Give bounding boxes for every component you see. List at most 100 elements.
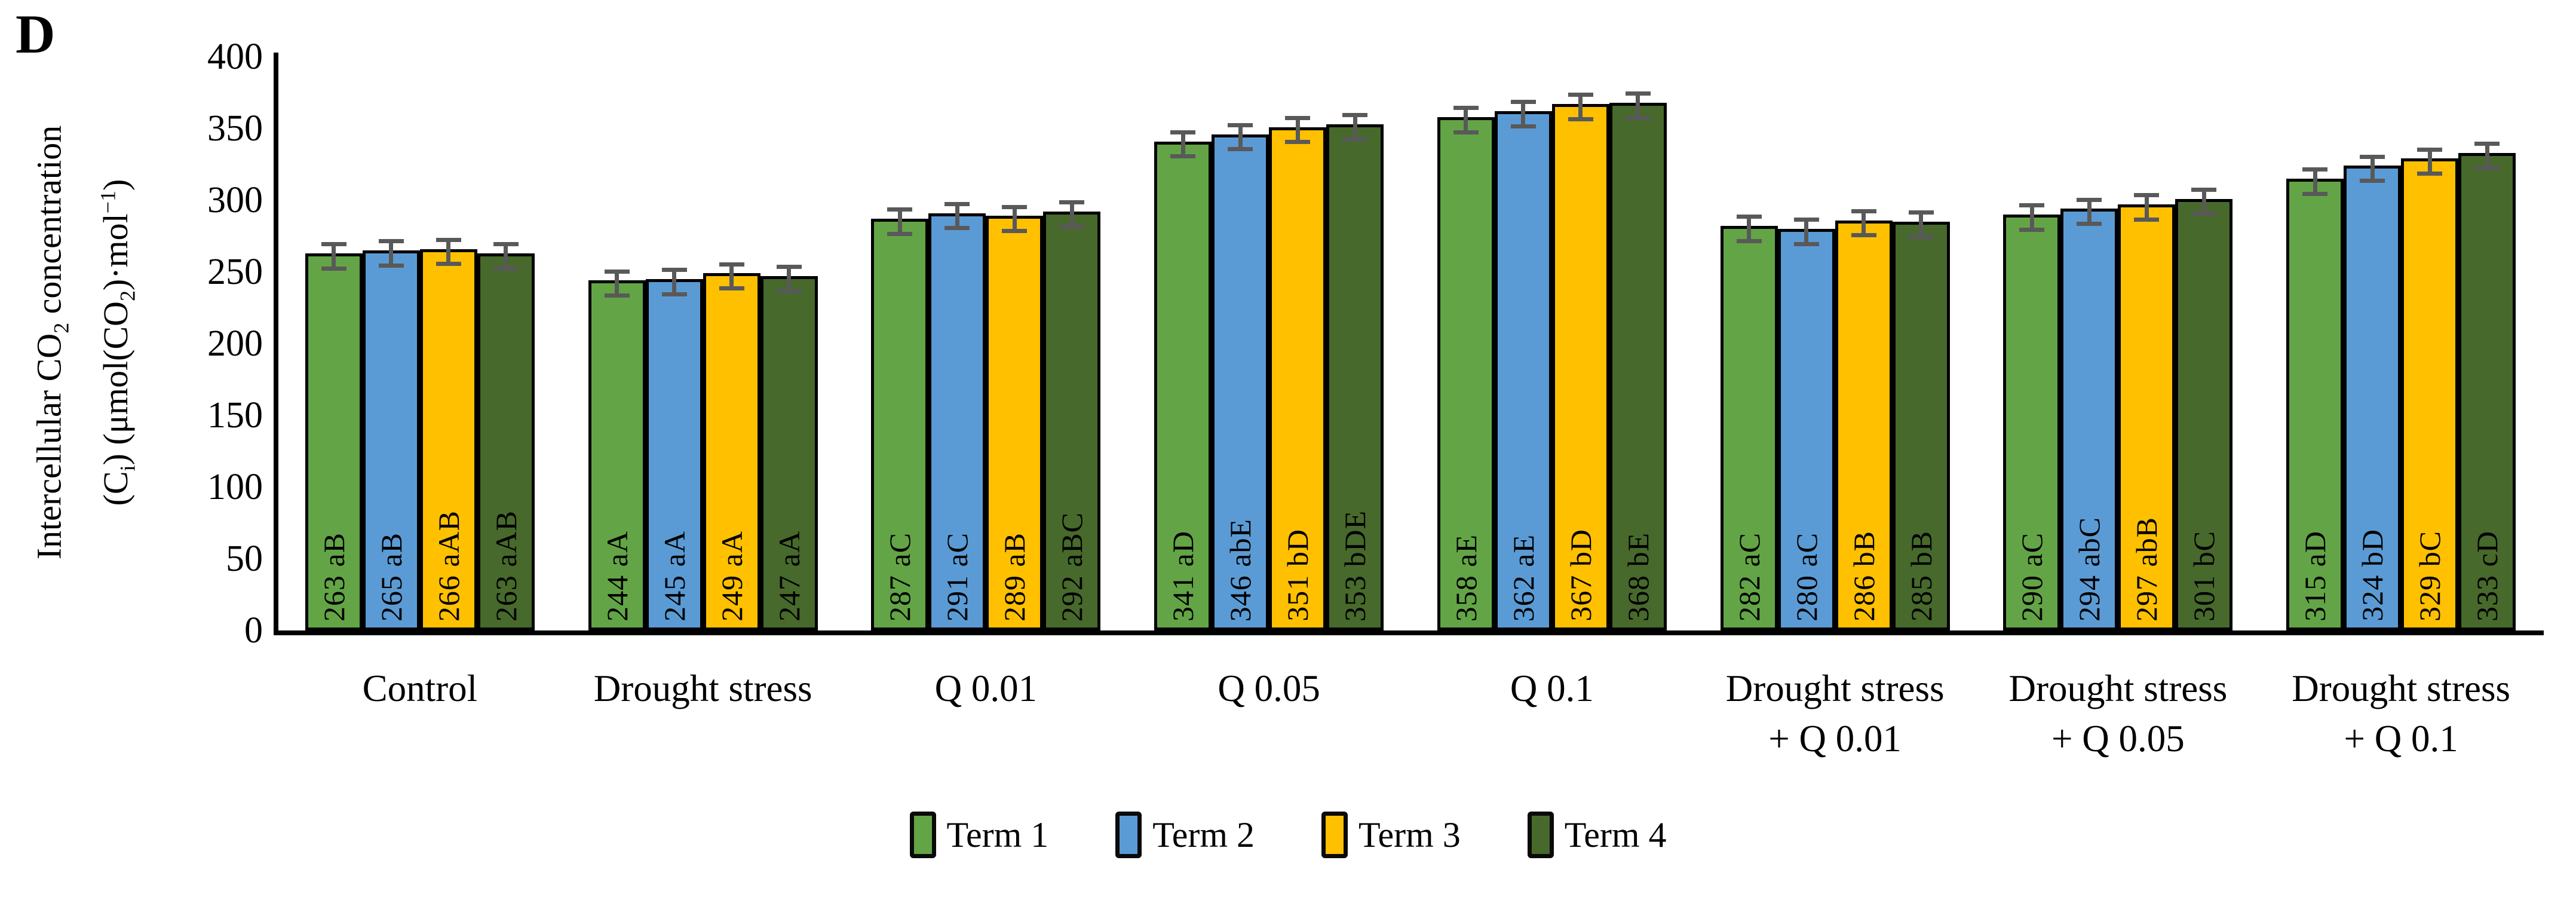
error-bar-stem <box>1747 219 1752 239</box>
error-bar-stem <box>1012 209 1017 229</box>
x-axis-label-line: Drought stress <box>2008 668 2228 709</box>
error-bar-cap <box>1851 233 1876 238</box>
error-bar-stem <box>615 273 620 294</box>
error-bar-stem <box>672 272 677 292</box>
error-bar-cap <box>493 242 519 247</box>
bar-term-3: 351 bD <box>1269 115 1327 630</box>
bar-group: 358 aE 362 aE 367 bD 368 bE <box>1410 57 1694 630</box>
y-tick-label: 50 <box>226 538 263 579</box>
error-bar-cap <box>1793 218 1819 222</box>
error-bar-cap <box>2302 167 2328 172</box>
legend-item: Term 1 <box>909 812 1048 858</box>
y-tick-label: 0 <box>244 610 263 651</box>
x-axis-label: Drought stress + Q 0.1 <box>2259 663 2543 764</box>
error-bar-cap <box>2134 193 2160 198</box>
bar-group: 287 aC 291 aC 289 aB 292 aBC <box>845 57 1128 630</box>
error-bar-cap <box>1625 91 1651 96</box>
error-bar-stem <box>1238 127 1243 148</box>
error-bar-stem <box>787 269 792 289</box>
error-bar-cap <box>1908 210 1934 215</box>
error-bar-cap <box>2077 222 2102 226</box>
error-bar-cap <box>2417 147 2443 152</box>
bar-value-label: 290 aC <box>2015 532 2049 622</box>
bar-term-4: 285 bB <box>1892 210 1950 630</box>
error-bar-stem <box>1578 97 1583 117</box>
x-axis-label: Q 0.1 <box>1410 663 1694 764</box>
legend-item: Term 3 <box>1321 812 1461 858</box>
x-axis-label: Q 0.01 <box>845 663 1128 764</box>
error-bar-stem <box>389 243 394 264</box>
error-bar <box>604 269 630 298</box>
error-bar <box>2191 187 2217 216</box>
legend-label: Term 3 <box>1358 815 1461 855</box>
error-bar <box>1170 130 1196 159</box>
bar-value-label: 362 aE <box>1506 534 1540 622</box>
x-axis-label-line: Q 0.01 <box>934 668 1038 709</box>
x-axis-label: Drought stress + Q 0.05 <box>1977 663 2260 764</box>
bar-term-1: 358 aE <box>1437 106 1495 630</box>
bar-value-label: 297 abB <box>2130 516 2164 622</box>
error-bar <box>2019 203 2045 232</box>
x-axis-label: Control <box>278 663 562 764</box>
error-bar-cap <box>1002 204 1028 209</box>
error-bar-stem <box>1862 213 1866 234</box>
error-bar-cap <box>436 262 461 267</box>
error-bar-cap <box>1228 123 1253 127</box>
bar-value-label: 247 aA <box>772 531 806 622</box>
bar-value-label: 368 bE <box>1621 532 1655 622</box>
error-bar-cap <box>1342 137 1368 142</box>
bar-term-3: 249 aA <box>703 262 760 630</box>
bar-term-4: 368 bE <box>1609 91 1667 630</box>
y-tick-label: 350 <box>207 108 263 149</box>
error-bar-cap <box>719 262 744 267</box>
error-bar <box>1453 106 1479 134</box>
error-bar-cap <box>2417 172 2443 176</box>
error-bar <box>321 242 346 271</box>
x-axis-label-line: Drought stress <box>2292 668 2510 709</box>
error-bar <box>1342 113 1368 142</box>
bar-term-2: 346 abE <box>1212 123 1269 630</box>
bar-group: 244 aA 245 aA 249 aA 247 aA <box>562 57 845 630</box>
bar-term-3: 286 bB <box>1835 209 1893 630</box>
x-axis-label-line: + Q 0.05 <box>2051 718 2185 760</box>
bar-group: 341 aD 346 abE 351 bD 353 bDE <box>1127 57 1410 630</box>
error-bar <box>378 239 404 268</box>
error-bar <box>2134 193 2160 222</box>
error-bar-cap <box>1285 115 1311 120</box>
x-axis-line <box>274 630 2544 635</box>
error-bar-stem <box>332 246 336 267</box>
x-axis-label-line: Drought stress <box>1725 668 1945 709</box>
bar-value-label: 280 aC <box>1789 532 1823 622</box>
bar-term-2: 362 aE <box>1494 100 1552 630</box>
x-axis-label-line: Q 0.1 <box>1510 668 1594 709</box>
error-bar-stem <box>2201 191 2206 212</box>
bar-value-label: 346 abE <box>1223 518 1258 622</box>
bar-term-3: 289 aB <box>986 204 1044 630</box>
error-bar-stem <box>2029 207 2034 228</box>
error-bar <box>1736 215 1762 243</box>
error-bar-cap <box>436 237 461 242</box>
bar-value-label: 286 bB <box>1847 531 1881 622</box>
bar-term-3: 329 bC <box>2401 147 2459 630</box>
panel-letter: D <box>16 4 56 65</box>
error-bar-cap <box>661 268 687 273</box>
bar-value-label: 265 aB <box>374 532 408 622</box>
bar-term-1: 315 aD <box>2286 167 2344 630</box>
bar-term-4: 301 bC <box>2175 187 2233 630</box>
error-bar-cap <box>1285 140 1311 145</box>
y-tick-label: 250 <box>207 252 263 292</box>
bar-term-2: 245 aA <box>645 268 703 630</box>
error-bar-cap <box>1736 239 1762 243</box>
error-bar-cap <box>2019 203 2045 208</box>
bar-value-label: 333 cD <box>2470 531 2504 622</box>
error-bar-cap <box>1568 93 1593 97</box>
y-tick-labels: 0 50 100 150 200 250 300 350 400 <box>102 36 263 651</box>
error-bar-stem <box>446 241 451 262</box>
bar-value-label: 315 aD <box>2298 531 2332 622</box>
error-bar-stem <box>897 212 902 232</box>
bar-term-1: 341 aD <box>1154 130 1212 630</box>
legend-item: Term 2 <box>1115 812 1255 858</box>
error-bar-stem <box>1069 204 1074 225</box>
error-bar <box>436 237 461 267</box>
bar-value-label: 329 bC <box>2413 531 2447 622</box>
